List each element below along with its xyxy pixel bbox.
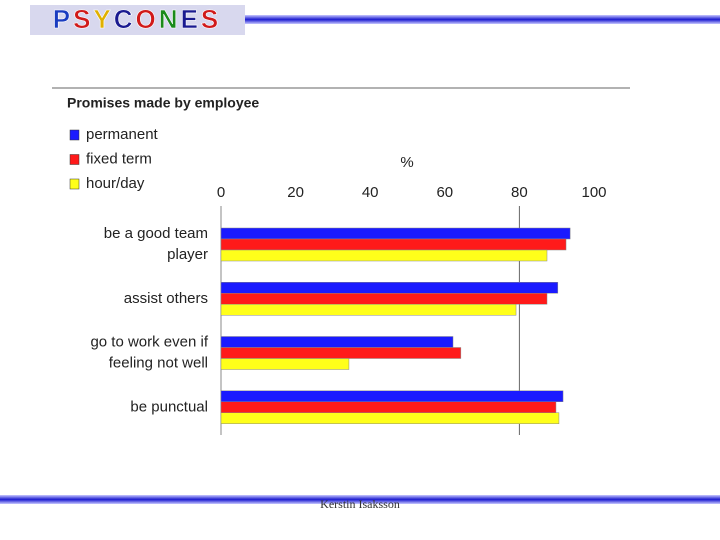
- x-tick-label: 80: [511, 184, 528, 201]
- chart-title: Promises made by employee: [67, 95, 259, 111]
- x-tick-label: 20: [287, 184, 304, 201]
- header-band: [245, 15, 720, 24]
- footer-band: [0, 495, 720, 504]
- x-tick-label: 0: [217, 184, 225, 201]
- y-tick-label: be a good team player: [104, 225, 208, 263]
- bar: [220, 347, 462, 359]
- bar: [220, 227, 571, 240]
- y-tick-label: go to work even if feeling not well: [90, 333, 208, 371]
- bar: [220, 336, 454, 348]
- axis-label: %: [400, 154, 413, 171]
- chart: permanent fixed term hour/day 0 20 40 60 80 100 b…: [69, 126, 607, 435]
- legend-swatch: [69, 154, 80, 165]
- bar: [220, 412, 560, 424]
- footer-author: Kerstin Isaksson: [320, 497, 400, 511]
- bar: [220, 304, 517, 316]
- legend-label: permanent: [86, 126, 159, 143]
- bar: [220, 238, 567, 251]
- legend-swatch: [69, 129, 80, 141]
- bar: [220, 249, 548, 262]
- logo-text: PSYCONES: [53, 4, 222, 34]
- legend-swatch: [69, 178, 80, 190]
- y-tick-label: assist others: [124, 290, 208, 307]
- bar: [220, 401, 557, 413]
- x-tick-label: 100: [581, 184, 606, 201]
- logo-box: [30, 5, 245, 35]
- x-tick-label: 40: [362, 184, 379, 201]
- bar: [220, 358, 350, 370]
- x-tick-label: 60: [436, 184, 453, 201]
- logo: PSYCONES: [52, 4, 222, 35]
- bar: [220, 293, 548, 305]
- y-tick-label: be punctual: [130, 398, 208, 415]
- legend-label: fixed term: [86, 150, 152, 167]
- bar: [220, 282, 559, 294]
- bar: [220, 390, 564, 402]
- legend-label: hour/day: [86, 175, 145, 192]
